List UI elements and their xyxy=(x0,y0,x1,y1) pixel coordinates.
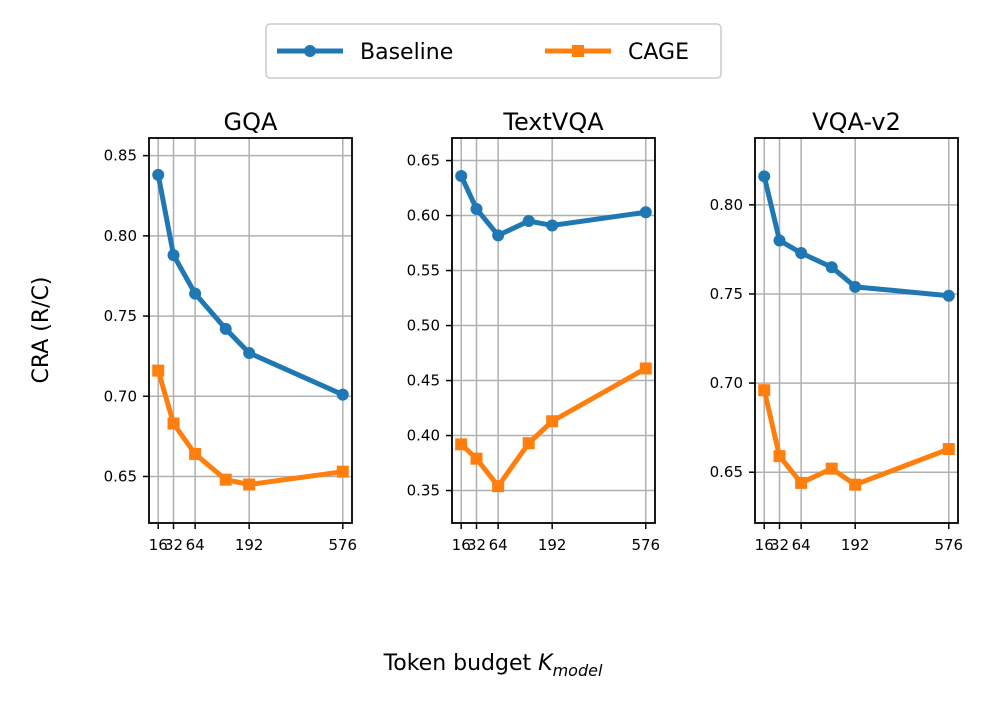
point-textvqa-cage-3 xyxy=(522,437,535,450)
point-gqa-baseline-1 xyxy=(167,249,180,262)
x-tick-label-textvqa-0: 16 xyxy=(452,536,471,554)
x-tick-label-gqa-0: 16 xyxy=(149,536,168,554)
x-tick-label-textvqa-2: 64 xyxy=(489,536,508,554)
series-line-vqav2-cage xyxy=(761,387,952,488)
point-textvqa-baseline-2 xyxy=(492,229,505,242)
point-vqav2-cage-0 xyxy=(758,384,771,397)
y-tick-label-textvqa-2: 0.45 xyxy=(407,372,440,390)
y-tick-label-vqav2-0: 0.65 xyxy=(710,463,743,481)
legend-marker-baseline xyxy=(304,45,316,57)
y-tick-label-textvqa-6: 0.65 xyxy=(407,152,440,170)
point-vqav2-baseline-5 xyxy=(942,289,955,302)
y-tick-label-gqa-1: 0.70 xyxy=(104,387,137,405)
x-axis-label-sub: model xyxy=(553,661,603,680)
point-vqav2-baseline-3 xyxy=(825,261,838,274)
point-gqa-cage-1 xyxy=(167,417,180,430)
point-textvqa-baseline-0 xyxy=(455,169,468,182)
point-vqav2-cage-4 xyxy=(849,478,862,491)
point-gqa-baseline-2 xyxy=(189,287,202,300)
x-tick-label-textvqa-4: 576 xyxy=(631,536,660,554)
series-line-gqa-cage xyxy=(155,368,346,487)
point-textvqa-cage-4 xyxy=(546,415,559,428)
y-tick-label-gqa-4: 0.85 xyxy=(104,147,137,165)
y-tick-label-gqa-0: 0.65 xyxy=(104,467,137,485)
x-axis-label: Token budget Kmodel xyxy=(383,651,603,680)
y-tick-label-textvqa-3: 0.50 xyxy=(407,317,440,335)
legend-label-baseline: Baseline xyxy=(360,40,453,65)
point-gqa-cage-4 xyxy=(243,478,256,491)
point-vqav2-baseline-4 xyxy=(849,280,862,293)
x-tick-label-textvqa-3: 192 xyxy=(538,536,567,554)
x-tick-label-vqav2-3: 192 xyxy=(841,536,870,554)
series-line-textvqa-baseline xyxy=(458,173,649,238)
point-textvqa-baseline-4 xyxy=(546,219,559,232)
point-gqa-cage-5 xyxy=(336,465,349,478)
point-gqa-baseline-0 xyxy=(152,168,165,181)
y-tick-label-gqa-2: 0.75 xyxy=(104,307,137,325)
point-vqav2-cage-3 xyxy=(825,462,838,475)
point-textvqa-cage-5 xyxy=(639,362,652,375)
legend: Baseline CAGE xyxy=(265,23,722,79)
point-gqa-baseline-4 xyxy=(243,346,256,359)
panel-frame-textvqa xyxy=(451,137,656,524)
panel-frame-vqav2 xyxy=(754,137,959,524)
x-tick-label-gqa-1: 32 xyxy=(164,536,183,554)
legend-marker-cage xyxy=(572,45,584,57)
point-vqav2-baseline-0 xyxy=(758,170,771,183)
legend-item-baseline: Baseline xyxy=(277,40,453,65)
point-vqav2-baseline-1 xyxy=(773,234,786,247)
y-tick-label-vqav2-2: 0.75 xyxy=(710,285,743,303)
x-tick-label-vqav2-0: 16 xyxy=(755,536,774,554)
y-axis-label: CRA (R/C) xyxy=(29,276,54,383)
point-textvqa-cage-2 xyxy=(492,480,505,493)
point-gqa-cage-2 xyxy=(189,448,202,461)
y-tick-label-textvqa-0: 0.35 xyxy=(407,482,440,500)
x-tick-label-gqa-2: 64 xyxy=(186,536,205,554)
x-tick-label-textvqa-1: 32 xyxy=(467,536,486,554)
point-textvqa-baseline-1 xyxy=(470,202,483,215)
x-tick-label-vqav2-1: 32 xyxy=(770,536,789,554)
point-vqav2-cage-2 xyxy=(795,476,808,489)
x-axis-label-var: K xyxy=(538,651,554,676)
legend-item-cage: CAGE xyxy=(545,40,689,65)
point-vqav2-cage-1 xyxy=(773,450,786,463)
point-vqav2-cage-5 xyxy=(942,443,955,456)
x-tick-label-vqav2-4: 576 xyxy=(934,536,963,554)
x-tick-label-vqav2-2: 64 xyxy=(792,536,811,554)
point-textvqa-baseline-3 xyxy=(522,215,535,228)
series-line-gqa-baseline xyxy=(155,172,346,398)
y-tick-label-vqav2-1: 0.70 xyxy=(710,374,743,392)
y-tick-label-gqa-3: 0.80 xyxy=(104,227,137,245)
point-gqa-baseline-5 xyxy=(336,388,349,401)
panel-title-vqav2: VQA-v2 xyxy=(812,108,901,136)
x-tick-label-gqa-4: 576 xyxy=(328,536,357,554)
panel-title-gqa: GQA xyxy=(224,108,278,136)
y-tick-label-textvqa-5: 0.60 xyxy=(407,207,440,225)
y-tick-label-textvqa-1: 0.40 xyxy=(407,427,440,445)
series-line-vqav2-baseline xyxy=(761,173,952,299)
y-tick-label-vqav2-3: 0.80 xyxy=(710,196,743,214)
point-gqa-cage-3 xyxy=(219,473,232,486)
point-textvqa-baseline-5 xyxy=(639,206,652,219)
y-tick-label-textvqa-4: 0.55 xyxy=(407,262,440,280)
point-textvqa-cage-0 xyxy=(455,438,468,451)
panel-frame-gqa xyxy=(148,137,353,524)
point-gqa-cage-0 xyxy=(152,364,165,377)
panel-title-textvqa: TextVQA xyxy=(502,108,604,136)
x-axis-label-main: Token budget xyxy=(383,651,539,676)
series-line-textvqa-cage xyxy=(458,365,649,489)
point-textvqa-cage-1 xyxy=(470,452,483,465)
x-tick-label-gqa-3: 192 xyxy=(235,536,264,554)
legend-label-cage: CAGE xyxy=(628,40,689,65)
point-gqa-baseline-3 xyxy=(219,322,232,335)
legend-frame xyxy=(265,23,722,79)
point-vqav2-baseline-2 xyxy=(795,246,808,259)
